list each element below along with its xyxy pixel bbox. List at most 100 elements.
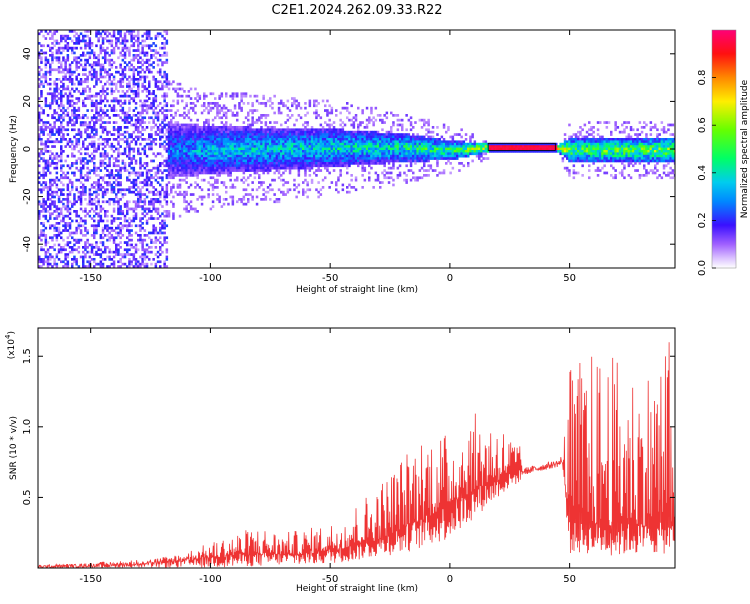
heatmap-cell bbox=[216, 138, 219, 141]
heatmap-cell bbox=[297, 140, 301, 144]
heatmap-cell bbox=[174, 123, 177, 127]
heatmap-cell bbox=[93, 114, 96, 117]
heatmap-cell bbox=[308, 104, 312, 108]
heatmap-cell bbox=[222, 147, 226, 151]
heatmap-cell bbox=[192, 126, 195, 129]
heatmap-cell bbox=[134, 193, 138, 196]
heatmap-cell bbox=[161, 226, 164, 230]
heatmap-cell bbox=[161, 219, 164, 223]
heatmap-cell bbox=[302, 152, 305, 156]
heatmap-cell bbox=[143, 181, 147, 184]
heatmap-cell bbox=[306, 135, 309, 139]
heatmap-cell bbox=[255, 188, 259, 192]
heatmap-cell bbox=[75, 214, 78, 218]
heatmap-cell bbox=[71, 39, 74, 43]
heatmap-cell bbox=[313, 157, 316, 160]
heatmap-cell bbox=[271, 178, 274, 182]
heatmap-cell bbox=[130, 181, 133, 184]
heatmap-cell bbox=[361, 140, 364, 144]
heatmap-cell bbox=[115, 121, 118, 124]
heatmap-cell bbox=[60, 190, 63, 194]
heatmap-cell bbox=[324, 145, 327, 148]
heatmap-cell bbox=[42, 133, 45, 136]
heatmap-cell bbox=[97, 174, 100, 177]
heatmap-cell bbox=[258, 152, 261, 156]
heatmap-cell bbox=[310, 159, 314, 163]
heatmap-cell bbox=[280, 133, 283, 136]
heatmap-cell bbox=[174, 135, 177, 139]
heatmap-cell bbox=[291, 128, 294, 132]
heatmap-cell bbox=[110, 109, 114, 112]
heatmap-cell bbox=[280, 128, 283, 132]
heatmap-cell bbox=[86, 109, 89, 112]
heatmap-cell bbox=[86, 85, 89, 88]
heatmap-cell bbox=[108, 231, 111, 235]
heatmap-cell bbox=[115, 217, 118, 220]
heatmap-cell bbox=[82, 166, 85, 170]
heatmap-cell bbox=[262, 152, 265, 156]
heatmap-cell bbox=[174, 114, 177, 117]
heatmap-cell bbox=[128, 32, 131, 36]
heatmap-cell bbox=[161, 224, 164, 228]
heatmap-cell bbox=[363, 157, 367, 160]
heatmap-cell bbox=[77, 56, 81, 60]
heatmap-cell bbox=[119, 258, 122, 261]
heatmap-cell bbox=[324, 154, 327, 158]
heatmap-cell bbox=[77, 97, 81, 100]
heatmap-cell bbox=[141, 147, 144, 151]
heatmap-cell bbox=[86, 178, 89, 182]
heatmap-cell bbox=[209, 145, 213, 148]
heatmap-cell bbox=[271, 150, 274, 153]
heatmap-cell bbox=[253, 133, 257, 136]
heatmap-cell bbox=[326, 135, 329, 139]
heatmap-cell bbox=[84, 44, 87, 48]
heatmap-cell bbox=[106, 154, 109, 158]
heatmap-cell bbox=[233, 142, 237, 146]
heatmap-cell bbox=[324, 130, 327, 134]
heatmap-cell bbox=[207, 111, 210, 115]
heatmap-cell bbox=[271, 164, 274, 168]
heatmap-cell bbox=[110, 142, 114, 146]
heatmap-cell bbox=[218, 140, 221, 144]
heatmap-cell bbox=[64, 176, 67, 180]
heatmap-cell bbox=[214, 97, 217, 100]
heatmap-cell bbox=[218, 97, 221, 100]
heatmap-cell bbox=[249, 94, 252, 98]
heatmap-cell bbox=[244, 169, 248, 172]
heatmap-cell bbox=[262, 150, 265, 153]
heatmap-cell bbox=[209, 157, 213, 160]
heatmap-cell bbox=[110, 58, 114, 62]
heatmap-cell bbox=[220, 171, 224, 175]
heatmap-cell bbox=[189, 200, 193, 204]
heatmap-cell bbox=[119, 32, 122, 36]
heatmap-cell bbox=[134, 106, 138, 110]
heatmap-cell bbox=[150, 49, 153, 52]
heatmap-cell bbox=[84, 68, 87, 72]
heatmap-cell bbox=[165, 73, 169, 76]
heatmap-cell bbox=[44, 102, 48, 105]
heatmap-cell bbox=[295, 195, 298, 199]
heatmap-cell bbox=[159, 169, 162, 172]
heatmap-cell bbox=[44, 121, 48, 124]
heatmap-cell bbox=[343, 152, 347, 156]
heatmap-cell bbox=[187, 210, 191, 213]
heatmap-cell bbox=[357, 147, 360, 151]
heatmap-cell bbox=[247, 118, 250, 122]
heatmap-cell bbox=[51, 238, 54, 242]
heatmap-cell bbox=[90, 145, 94, 148]
heatmap-cell bbox=[269, 169, 272, 172]
heatmap-cell bbox=[315, 154, 318, 158]
heatmap-cell bbox=[95, 106, 98, 110]
heatmap-cell bbox=[368, 159, 371, 163]
heatmap-cell bbox=[277, 109, 281, 112]
heatmap-cell bbox=[227, 109, 230, 112]
heatmap-cell bbox=[218, 157, 221, 160]
heatmap-cell bbox=[192, 159, 195, 163]
heatmap-cell bbox=[53, 210, 56, 213]
heatmap-cell bbox=[88, 73, 92, 76]
heatmap-cell bbox=[154, 217, 158, 220]
heatmap-cell bbox=[330, 135, 334, 139]
heatmap-cell bbox=[73, 238, 76, 242]
heatmap-cell bbox=[266, 135, 270, 139]
heatmap-cell bbox=[159, 58, 162, 62]
